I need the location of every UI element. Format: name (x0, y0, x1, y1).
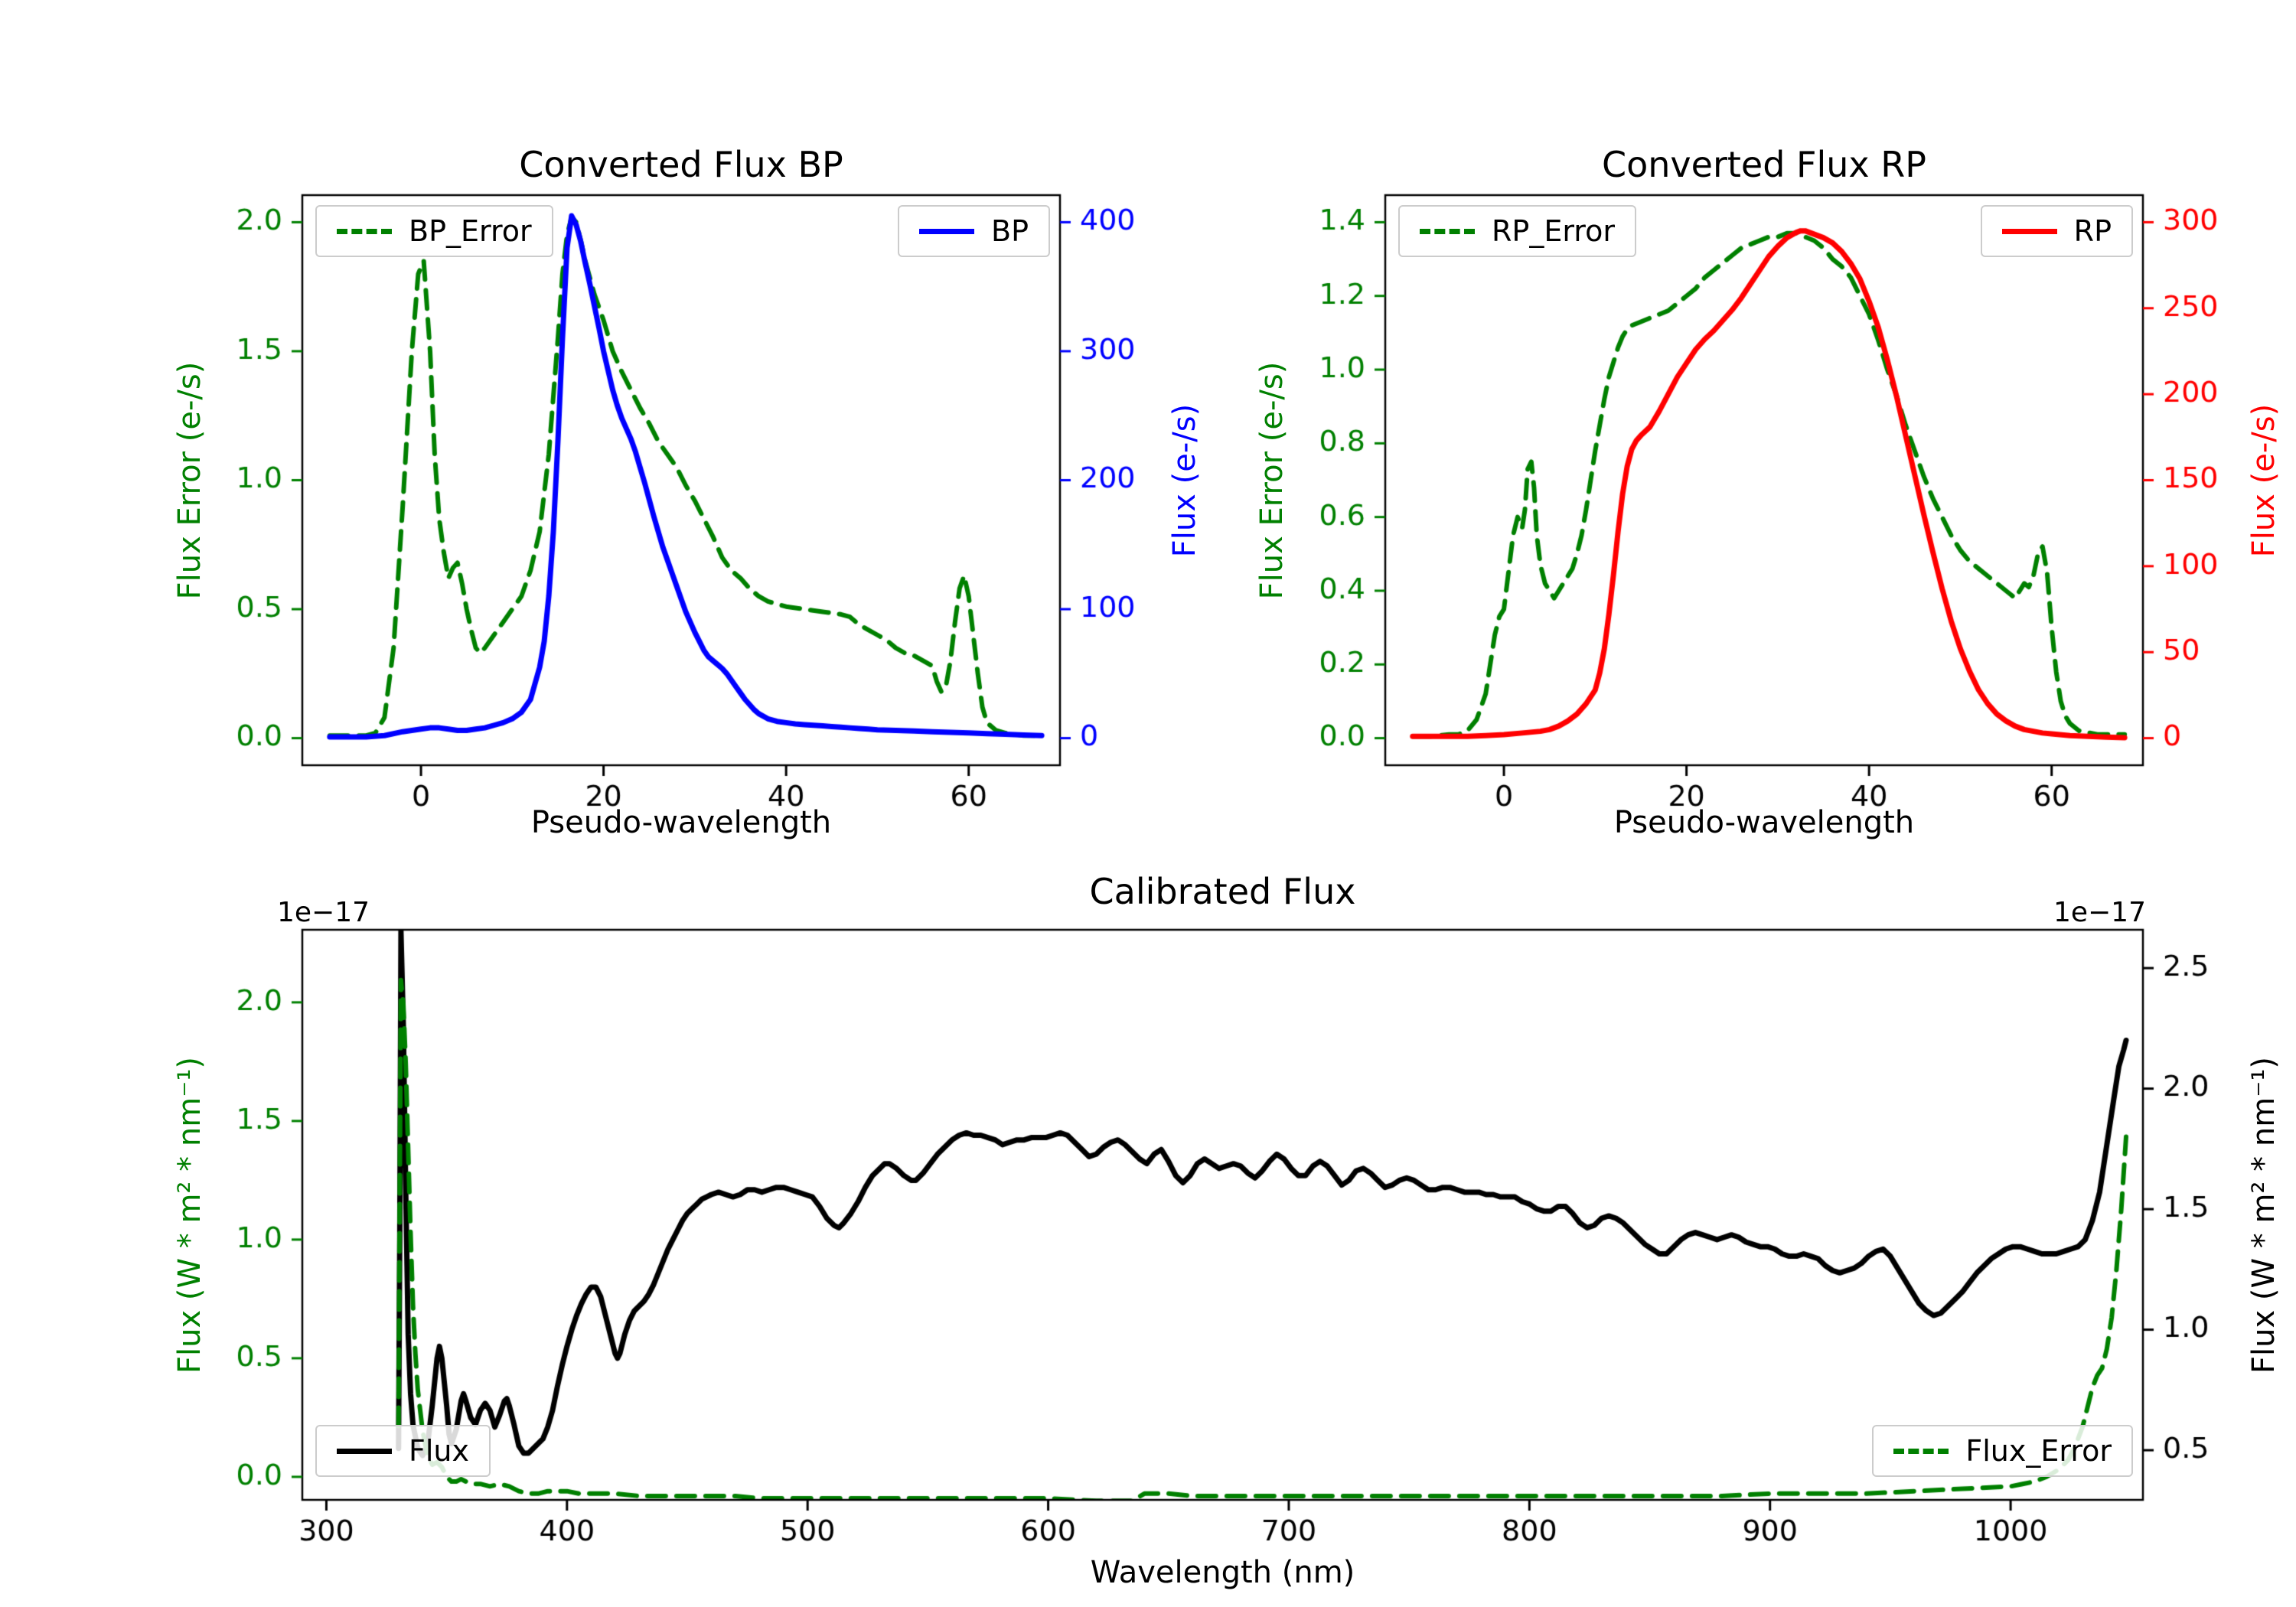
legend-label-flux: Flux (409, 1434, 469, 1468)
rp-line-swatch (2001, 228, 2057, 234)
ylabel-calibrated-right: Flux (W * m² * nm⁻¹) (2246, 1057, 2281, 1374)
bp-error-line-swatch (337, 228, 392, 234)
legend-rp-error: RP_Error (1398, 205, 1636, 257)
bp-line-swatch (919, 228, 975, 234)
legend-flux: Flux (315, 1425, 491, 1477)
chart-title-bp: Converted Flux BP (519, 144, 843, 185)
legend-label-bp-error: BP_Error (409, 214, 532, 248)
xlabel-bp: Pseudo-wavelength (530, 805, 832, 840)
legend-rp: RP (1980, 205, 2133, 257)
ylabel-rp-left: Flux Error (e-/s) (1254, 361, 1290, 600)
ylabel-calibrated-left: Flux (W * m² * nm⁻¹) (172, 1057, 207, 1374)
legend-label-flux-error: Flux_Error (1965, 1434, 2112, 1468)
legend-label-rp: RP (2073, 214, 2112, 248)
flux-error-line-swatch (1893, 1448, 1949, 1454)
chart-title-calibrated: Calibrated Flux (1089, 871, 1356, 912)
offset-text-left: 1e−17 (277, 897, 370, 928)
legend-label-rp-error: RP_Error (1492, 214, 1615, 248)
offset-text-right: 1e−17 (2053, 897, 2146, 928)
legend-label-bp: BP (991, 214, 1029, 248)
legend-bp: BP (898, 205, 1050, 257)
ylabel-bp-right: Flux (e-/s) (1167, 403, 1202, 558)
xlabel-rp: Pseudo-wavelength (1613, 805, 1915, 840)
xlabel-calibrated: Wavelength (nm) (1090, 1555, 1355, 1590)
legend-bp-error: BP_Error (315, 205, 553, 257)
chart-title-rp: Converted Flux RP (1602, 144, 1926, 185)
flux-line-swatch (337, 1448, 392, 1454)
ylabel-rp-right: Flux (e-/s) (2246, 403, 2281, 558)
rp-error-line-swatch (1420, 228, 1475, 234)
ylabel-bp-left: Flux Error (e-/s) (172, 361, 207, 600)
legend-flux-error: Flux_Error (1872, 1425, 2133, 1477)
